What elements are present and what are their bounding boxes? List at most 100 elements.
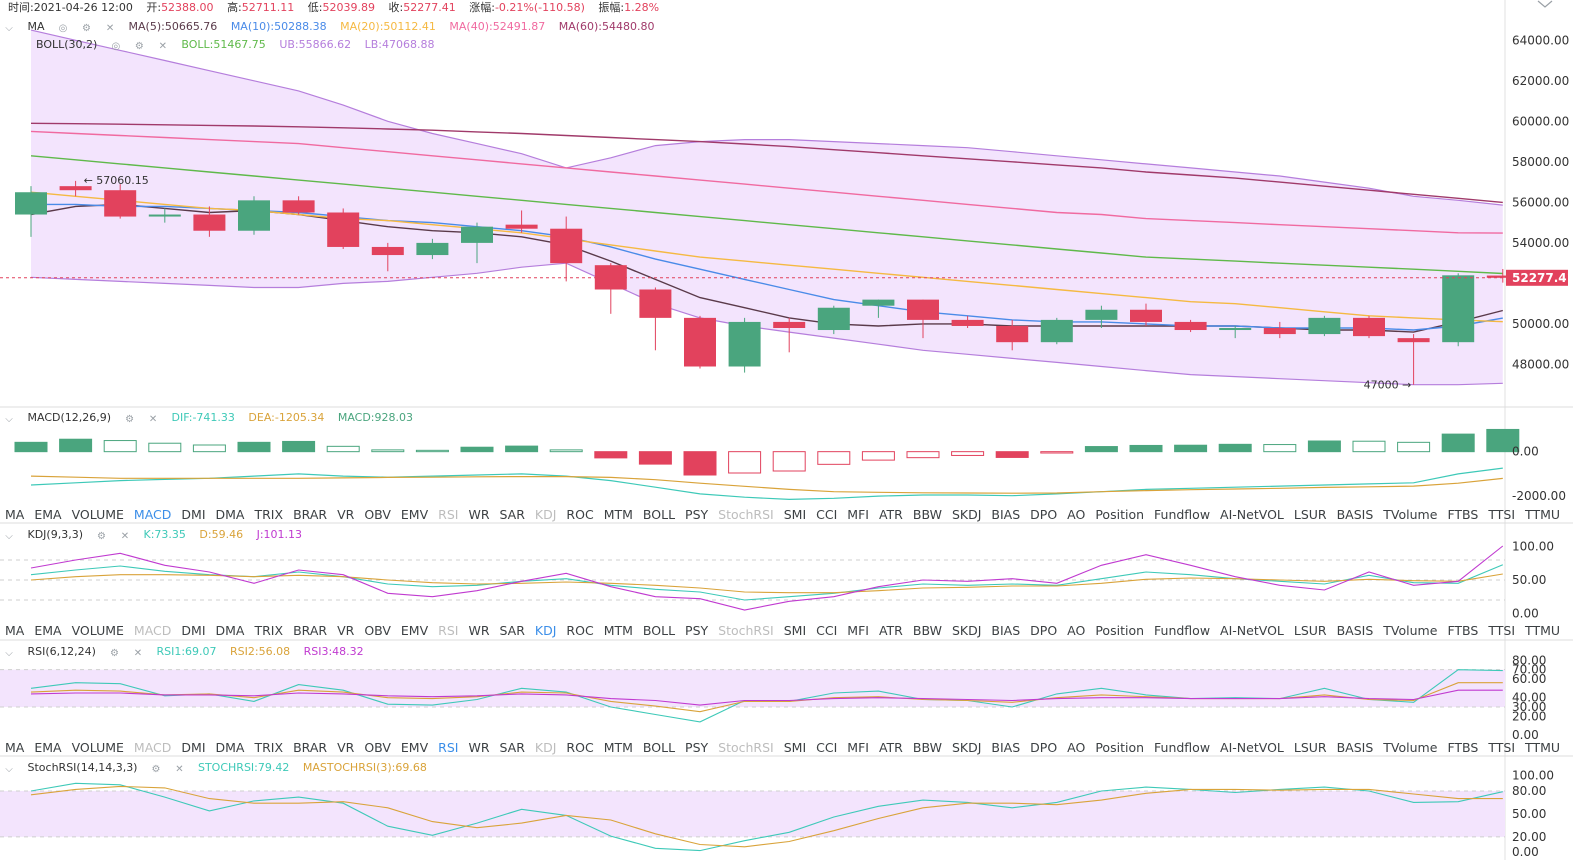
close-icon[interactable]: ✕ [133,648,143,659]
indicator-tab-ftbs[interactable]: FTBS [1447,740,1479,755]
indicator-tab-rsi[interactable]: RSI [438,507,459,522]
indicator-tab-dma[interactable]: DMA [215,740,245,755]
indicator-tab-skdj[interactable]: SKDJ [951,740,982,755]
indicator-tab-bias[interactable]: BIAS [991,740,1021,755]
indicator-tab-skdj[interactable]: SKDJ [951,507,982,522]
indicator-tab-atr[interactable]: ATR [878,507,903,522]
indicator-tab-bias[interactable]: BIAS [991,507,1021,522]
indicator-tab-macd[interactable]: MACD [133,740,172,755]
indicator-tab-brar[interactable]: BRAR [293,740,328,755]
indicator-tab-ema[interactable]: EMA [34,740,62,755]
collapse-arrow-icon[interactable]: ⌵ [5,23,13,34]
indicator-tab-vr[interactable]: VR [337,507,355,522]
indicator-tab-fundflow[interactable]: Fundflow [1154,507,1211,522]
indicator-tab-mfi[interactable]: MFI [847,623,869,638]
indicator-tab-mtm[interactable]: MTM [603,507,633,522]
close-icon[interactable]: ✕ [148,414,158,425]
indicator-tab-ma[interactable]: MA [5,623,25,638]
indicator-tab-trix[interactable]: TRIX [254,623,284,638]
indicator-tab-volume[interactable]: VOLUME [71,507,124,522]
indicator-tab-dpo[interactable]: DPO [1030,740,1058,755]
gear-icon[interactable]: ⚙ [151,764,161,775]
gear-icon[interactable]: ⚙ [134,41,144,52]
indicator-tab-ttmu[interactable]: TTMU [1525,507,1561,522]
indicator-tab-brar[interactable]: BRAR [293,623,328,638]
indicator-tab-boll[interactable]: BOLL [642,740,676,755]
indicator-tab-ai-netvol[interactable]: AI-NetVOL [1220,740,1284,755]
indicator-tab-boll[interactable]: BOLL [642,507,676,522]
indicator-tab-dpo[interactable]: DPO [1030,507,1058,522]
indicator-tab-ttsi[interactable]: TTSI [1488,507,1516,522]
indicator-tab-cci[interactable]: CCI [816,740,838,755]
collapse-arrow-icon[interactable]: ⌵ [5,648,13,659]
indicator-tab-atr[interactable]: ATR [878,623,903,638]
indicator-tab-dmi[interactable]: DMI [181,740,206,755]
indicator-tab-skdj[interactable]: SKDJ [951,623,982,638]
indicator-tab-ttmu[interactable]: TTMU [1525,623,1561,638]
indicator-tab-roc[interactable]: ROC [566,507,594,522]
collapse-arrow-icon[interactable]: ⌵ [5,764,13,775]
indicator-tab-macd[interactable]: MACD [133,507,172,522]
indicator-tab-dma[interactable]: DMA [215,507,245,522]
indicator-tab-dpo[interactable]: DPO [1030,623,1058,638]
indicator-tab-rsi[interactable]: RSI [438,623,459,638]
indicator-tab-atr[interactable]: ATR [878,740,903,755]
indicator-tab-vr[interactable]: VR [337,740,355,755]
indicator-tab-ao[interactable]: AO [1067,740,1086,755]
indicator-tab-ai-netvol[interactable]: AI-NetVOL [1220,623,1284,638]
indicator-tab-emv[interactable]: EMV [400,623,429,638]
indicator-tab-fundflow[interactable]: Fundflow [1154,740,1211,755]
indicator-tab-brar[interactable]: BRAR [293,507,328,522]
indicator-tab-ema[interactable]: EMA [34,623,62,638]
indicator-tab-ftbs[interactable]: FTBS [1447,507,1479,522]
indicator-tab-tvolume[interactable]: TVolume [1383,507,1438,522]
indicator-tab-stochrsi[interactable]: StochRSI [718,740,774,755]
close-icon[interactable]: ✕ [158,41,168,52]
close-icon[interactable]: ✕ [105,23,115,34]
indicator-tab-volume[interactable]: VOLUME [71,740,124,755]
indicator-tab-sar[interactable]: SAR [499,507,525,522]
indicator-tab-psy[interactable]: PSY [685,507,709,522]
indicator-tab-dmi[interactable]: DMI [181,507,206,522]
indicator-tab-position[interactable]: Position [1095,623,1145,638]
indicator-tab-mtm[interactable]: MTM [603,740,633,755]
indicator-tab-cci[interactable]: CCI [816,507,838,522]
indicator-tab-obv[interactable]: OBV [364,507,391,522]
indicator-tab-rsi[interactable]: RSI [438,740,459,755]
indicator-tab-emv[interactable]: EMV [400,507,429,522]
indicator-tab-obv[interactable]: OBV [364,740,391,755]
indicator-tab-wr[interactable]: WR [468,623,490,638]
indicator-tab-tvolume[interactable]: TVolume [1383,740,1438,755]
indicator-tab-volume[interactable]: VOLUME [71,623,124,638]
indicator-tab-tvolume[interactable]: TVolume [1383,623,1438,638]
indicator-tab-psy[interactable]: PSY [685,623,709,638]
indicator-tab-ma[interactable]: MA [5,507,25,522]
indicator-tab-basis[interactable]: BASIS [1336,740,1374,755]
indicator-tab-roc[interactable]: ROC [566,740,594,755]
indicator-tab-dmi[interactable]: DMI [181,623,206,638]
indicator-tab-sar[interactable]: SAR [499,740,525,755]
indicator-tab-ai-netvol[interactable]: AI-NetVOL [1220,507,1284,522]
eye-icon[interactable]: ◎ [58,23,68,34]
indicator-tab-trix[interactable]: TRIX [254,507,284,522]
indicator-tab-position[interactable]: Position [1095,740,1145,755]
indicator-tab-psy[interactable]: PSY [685,740,709,755]
indicator-tab-kdj[interactable]: KDJ [534,623,557,638]
indicator-tab-ftbs[interactable]: FTBS [1447,623,1479,638]
indicator-tab-bbw[interactable]: BBW [912,623,942,638]
indicator-tab-bbw[interactable]: BBW [912,740,942,755]
indicator-tab-fundflow[interactable]: Fundflow [1154,623,1211,638]
indicator-tab-ema[interactable]: EMA [34,507,62,522]
indicator-tab-wr[interactable]: WR [468,740,490,755]
indicator-tab-boll[interactable]: BOLL [642,623,676,638]
collapse-arrow-icon[interactable]: ⌵ [5,414,13,425]
indicator-tab-roc[interactable]: ROC [566,623,594,638]
gear-icon[interactable]: ⚙ [125,414,135,425]
indicator-tab-smi[interactable]: SMI [783,623,807,638]
collapse-arrow-icon[interactable]: ⌵ [5,531,13,542]
indicator-tab-bbw[interactable]: BBW [912,507,942,522]
indicator-tab-cci[interactable]: CCI [816,623,838,638]
indicator-tab-obv[interactable]: OBV [364,623,391,638]
indicator-tab-position[interactable]: Position [1095,507,1145,522]
